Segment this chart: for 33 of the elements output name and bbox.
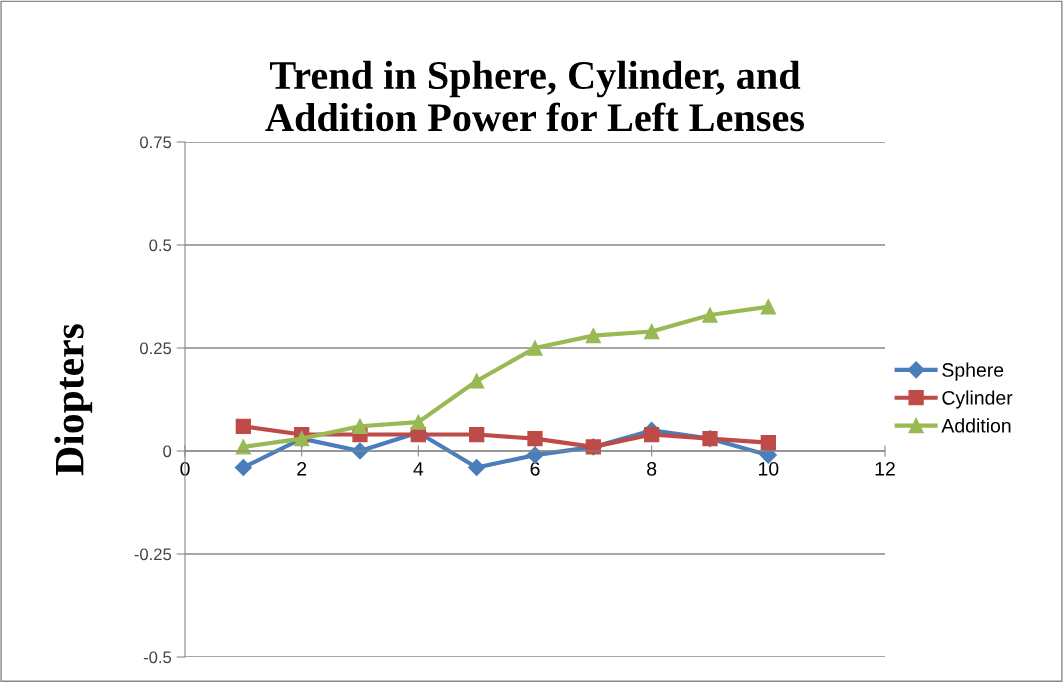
x-tick-label: 2 xyxy=(297,461,307,476)
point xyxy=(352,418,368,434)
point xyxy=(702,307,718,323)
x-tick-label: 8 xyxy=(647,461,657,476)
y-tick-label: 0.75 xyxy=(140,136,172,149)
y-axis-title: Diopters xyxy=(54,324,93,476)
y-tick-label: 0.25 xyxy=(140,342,172,355)
point xyxy=(527,340,543,356)
x-tick-label: 10 xyxy=(759,461,779,476)
x-tick-label: 12 xyxy=(875,461,895,476)
chart-title: Trend in Sphere, Cylinder, and Addition Power for Left Lenses xyxy=(265,60,805,132)
x-tick-label: 0 xyxy=(180,461,190,476)
point xyxy=(469,373,485,389)
x-tick-label: 6 xyxy=(530,461,540,476)
point xyxy=(410,414,426,430)
point xyxy=(234,458,252,477)
legend-label: Cylinder xyxy=(942,390,1013,409)
point xyxy=(585,328,601,344)
point xyxy=(644,426,660,443)
point xyxy=(235,418,251,434)
y-tick-label: 0.5 xyxy=(149,239,172,252)
legend-label: Addition xyxy=(941,418,1011,433)
point xyxy=(468,458,486,477)
point xyxy=(760,299,776,315)
x-tick-label: 4 xyxy=(413,462,424,476)
y-tick-label: -0.5 xyxy=(143,651,172,664)
point xyxy=(469,426,485,443)
y-tick-label: 0 xyxy=(163,445,172,458)
point xyxy=(644,323,660,340)
legend-label: Sphere xyxy=(942,362,1004,381)
point xyxy=(527,431,543,447)
y-tick-label: -0.25 xyxy=(134,548,172,561)
point xyxy=(760,435,776,451)
